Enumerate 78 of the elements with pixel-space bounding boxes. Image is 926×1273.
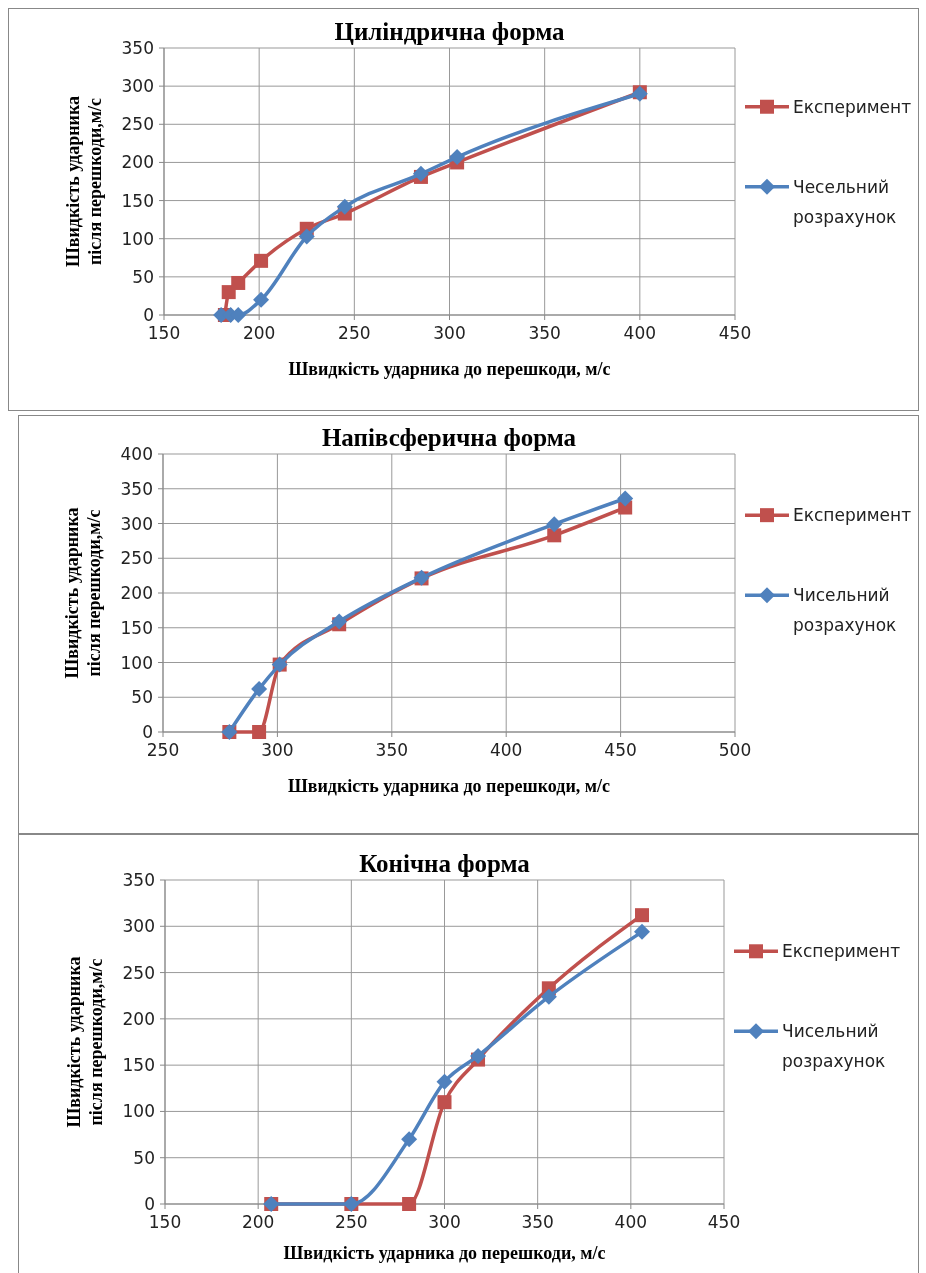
legend-label: Чесельний розрахунок (793, 176, 897, 227)
legend-label: Чисельний розрахунок (793, 585, 897, 636)
point (336, 198, 353, 215)
x-tick-label: 450 (707, 1212, 741, 1232)
point (254, 253, 269, 268)
y-tick-label: 250 (120, 548, 153, 569)
point (412, 165, 429, 182)
y-tick-label: 300 (121, 76, 154, 97)
y-tick-label: 0 (142, 722, 153, 742)
x-tick-label: 500 (718, 740, 752, 760)
point (231, 275, 246, 290)
chart-title: Напівсферична форма (321, 424, 577, 451)
y-axis-title: Швидкість ударника після перешкоди,м/с (62, 507, 104, 679)
x-tick-label: 250 (338, 323, 371, 343)
point (546, 516, 563, 533)
x-tick-label: 450 (718, 323, 752, 343)
point (617, 490, 634, 507)
y-axis-title: Швидкість ударника після перешкоди,м/с (64, 956, 106, 1128)
point (436, 1073, 453, 1090)
y-tick-label: 200 (120, 583, 153, 603)
y-tick-label: 50 (132, 266, 154, 287)
x-tick-label: 250 (335, 1212, 368, 1232)
y-tick-label: 50 (133, 1147, 155, 1168)
x-tick-label: 350 (528, 323, 561, 343)
y-tick-label: 250 (121, 114, 154, 135)
y-tick-label: 150 (120, 617, 153, 638)
x-tick-label: 200 (241, 1212, 275, 1232)
x-tick-label: 450 (604, 740, 637, 760)
y-tick-label: 350 (120, 478, 153, 499)
x-tick-label: 400 (623, 323, 657, 343)
y-tick-label: 350 (121, 38, 154, 58)
point (402, 1197, 417, 1211)
y-tick-label: 200 (121, 152, 154, 173)
chart-title: Конічна форма (359, 850, 531, 877)
point (401, 1131, 418, 1148)
y-tick-label: 200 (122, 1008, 155, 1029)
point (252, 725, 267, 739)
y-tick-label: 0 (143, 305, 154, 325)
x-tick-label: 350 (375, 740, 409, 760)
legend-label: Експеримент (793, 505, 912, 526)
legend-label: Чисельний розрахунок (782, 1021, 886, 1072)
x-tick-label: 300 (433, 323, 466, 343)
point (298, 228, 315, 245)
x-tick-label: 350 (521, 1212, 554, 1232)
point (449, 149, 466, 166)
point (634, 923, 651, 940)
legend-label: Експеримент (782, 941, 901, 962)
x-tick-label: 300 (261, 740, 294, 760)
x-axis-title: Швидкість ударника до перешкоди, м/с (287, 776, 611, 796)
y-tick-label: 300 (122, 916, 155, 937)
y-axis-title: Швидкість ударника після перешкоди,м/с (63, 95, 105, 268)
y-tick-label: 250 (122, 962, 155, 983)
point (635, 908, 650, 923)
y-tick-label: 100 (122, 1101, 155, 1122)
point (540, 988, 557, 1005)
y-tick-label: 150 (121, 190, 154, 211)
point (470, 1047, 487, 1064)
y-tick-label: 100 (120, 652, 153, 673)
x-tick-label: 400 (489, 740, 523, 760)
x-axis-title: Швидкість ударника до перешкоди, м/с (283, 1243, 606, 1263)
y-tick-label: 100 (121, 228, 154, 249)
y-tick-label: 300 (120, 513, 153, 534)
chart-title: Циліндрична форма (334, 18, 566, 45)
point (437, 1095, 452, 1110)
point (253, 291, 270, 308)
y-tick-label: 150 (122, 1055, 155, 1076)
x-tick-label: 200 (242, 323, 276, 343)
y-tick-label: 50 (131, 687, 153, 708)
legend-label: Експеримент (793, 96, 912, 117)
point (251, 680, 268, 697)
x-tick-label: 400 (614, 1212, 648, 1232)
point (331, 613, 348, 630)
y-tick-label: 400 (120, 444, 153, 464)
x-axis-title: Швидкість ударника до перешкоди, м/с (288, 359, 611, 379)
y-tick-label: 350 (122, 870, 155, 890)
y-tick-label: 0 (144, 1194, 155, 1214)
x-tick-label: 300 (428, 1212, 461, 1232)
point (547, 528, 562, 543)
